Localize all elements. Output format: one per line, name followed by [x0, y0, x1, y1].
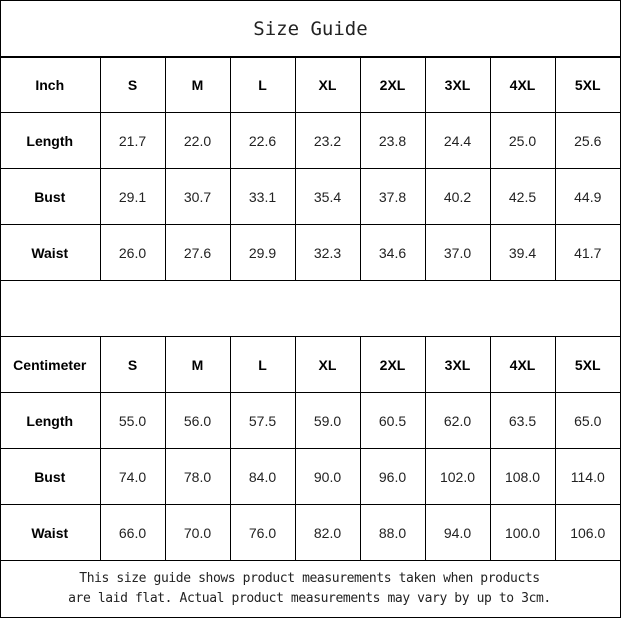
measurement-cell: 37.8: [359, 168, 426, 225]
measurement-cell: 76.0: [229, 504, 296, 561]
measurement-cell: 106.0: [554, 504, 620, 561]
measurement-cell: 60.5: [359, 392, 426, 449]
size-header: L: [229, 56, 296, 113]
measurement-cell: 74.0: [99, 448, 166, 505]
measurement-cell: 26.0: [99, 224, 166, 281]
table-row: Length 55.0 56.0 57.5 59.0 60.5 62.0 63.5 65.0: [0, 392, 620, 449]
measurement-cell: 90.0: [294, 448, 361, 505]
measurement-cell: 65.0: [554, 392, 620, 449]
size-header: M: [164, 336, 231, 393]
size-header: 3XL: [424, 336, 491, 393]
note-line-2: are laid flat. Actual product measuremen…: [68, 590, 551, 606]
table-row: Bust 74.0 78.0 84.0 90.0 96.0 102.0 108.0 114.0: [0, 448, 620, 505]
table-row: Bust 29.1 30.7 33.1 35.4 37.8 40.2 42.5 44.9: [0, 168, 620, 225]
size-header: L: [229, 336, 296, 393]
measurement-cell: 40.2: [424, 168, 491, 225]
table-row: Length 21.7 22.0 22.6 23.2 23.8 24.4 25.0 25.6: [0, 112, 620, 169]
measurement-cell: 33.1: [229, 168, 296, 225]
measurement-cell: 25.6: [554, 112, 620, 169]
measurement-cell: 88.0: [359, 504, 426, 561]
size-header: 2XL: [359, 56, 426, 113]
note-line-1: This size guide shows product measuremen…: [79, 570, 540, 586]
measurement-cell: 42.5: [489, 168, 556, 225]
size-header: 4XL: [489, 56, 556, 113]
size-header: S: [99, 56, 166, 113]
measurement-cell: 78.0: [164, 448, 231, 505]
row-label: Bust: [0, 448, 101, 505]
row-label: Length: [0, 392, 101, 449]
measurement-cell: 59.0: [294, 392, 361, 449]
size-note: This size guide shows product measuremen…: [0, 561, 619, 616]
measurement-cell: 102.0: [424, 448, 491, 505]
measurement-cell: 27.6: [164, 224, 231, 281]
size-header: 5XL: [554, 336, 620, 393]
measurement-cell: 94.0: [424, 504, 491, 561]
inch-size-table: Inch S M L XL 2XL 3XL 4XL 5XL Length 21.7 22.0 22.6 2…: [0, 56, 620, 281]
measurement-cell: 22.0: [164, 112, 231, 169]
size-header: 5XL: [554, 56, 620, 113]
measurement-cell: 57.5: [229, 392, 296, 449]
measurement-cell: 24.4: [424, 112, 491, 169]
header-row: Centimeter S M L XL 2XL 3XL 4XL 5XL: [0, 336, 620, 393]
measurement-cell: 70.0: [164, 504, 231, 561]
size-header: 2XL: [359, 336, 426, 393]
centimeter-size-table: Centimeter S M L XL 2XL 3XL 4XL 5XL Length 55.0 56.…: [0, 336, 620, 561]
measurement-cell: 41.7: [554, 224, 620, 281]
measurement-cell: 32.3: [294, 224, 361, 281]
measurement-cell: 30.7: [164, 168, 231, 225]
measurement-cell: 22.6: [229, 112, 296, 169]
measurement-cell: 44.9: [554, 168, 620, 225]
measurement-cell: 34.6: [359, 224, 426, 281]
measurement-cell: 29.1: [99, 168, 166, 225]
row-label: Waist: [0, 224, 101, 281]
row-label: Bust: [0, 168, 101, 225]
table-row: Waist 26.0 27.6 29.9 32.3 34.6 37.0 39.4 41.7: [0, 224, 620, 281]
size-header: S: [99, 336, 166, 393]
header-row: Inch S M L XL 2XL 3XL 4XL 5XL: [0, 56, 620, 113]
row-label: Waist: [0, 504, 101, 561]
page-title: Size Guide: [1, 1, 620, 58]
measurement-cell: 96.0: [359, 448, 426, 505]
measurement-cell: 23.8: [359, 112, 426, 169]
measurement-cell: 100.0: [489, 504, 556, 561]
unit-label: Centimeter: [0, 336, 101, 393]
measurement-cell: 39.4: [489, 224, 556, 281]
size-header: M: [164, 56, 231, 113]
size-header: 4XL: [489, 336, 556, 393]
row-label: Length: [0, 112, 101, 169]
measurement-cell: 23.2: [294, 112, 361, 169]
measurement-cell: 114.0: [554, 448, 620, 505]
measurement-cell: 63.5: [489, 392, 556, 449]
size-header: XL: [294, 336, 361, 393]
size-header: XL: [294, 56, 361, 113]
measurement-cell: 25.0: [489, 112, 556, 169]
measurement-cell: 66.0: [99, 504, 166, 561]
measurement-cell: 84.0: [229, 448, 296, 505]
measurement-cell: 55.0: [99, 392, 166, 449]
measurement-cell: 21.7: [99, 112, 166, 169]
measurement-cell: 56.0: [164, 392, 231, 449]
unit-label: Inch: [0, 56, 101, 113]
measurement-cell: 108.0: [489, 448, 556, 505]
measurement-cell: 29.9: [229, 224, 296, 281]
measurement-cell: 62.0: [424, 392, 491, 449]
measurement-cell: 35.4: [294, 168, 361, 225]
table-row: Waist 66.0 70.0 76.0 82.0 88.0 94.0 100.0 106.0: [0, 504, 620, 561]
size-header: 3XL: [424, 56, 491, 113]
spacer-row: [0, 280, 619, 336]
measurement-cell: 82.0: [294, 504, 361, 561]
measurement-cell: 37.0: [424, 224, 491, 281]
